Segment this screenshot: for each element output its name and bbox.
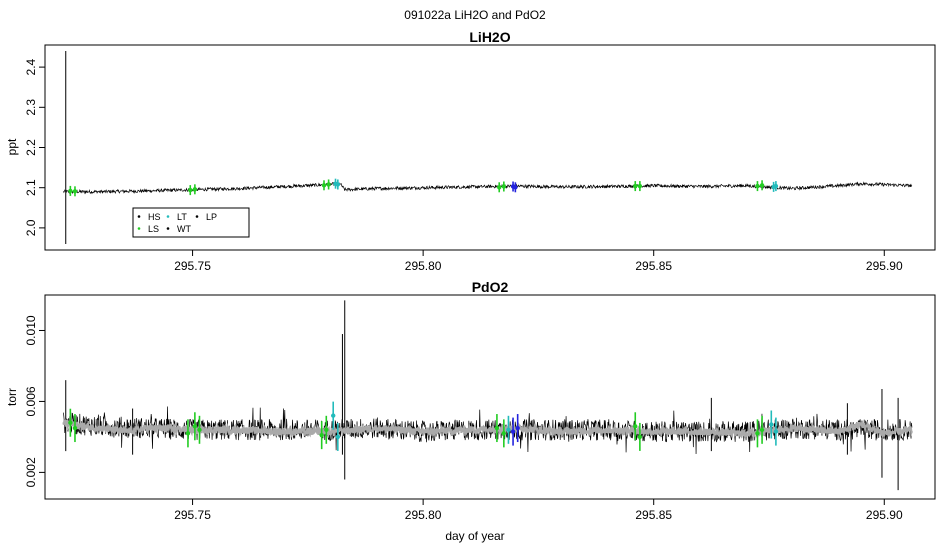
- marker-point-ls: [326, 182, 331, 187]
- legend-swatch-ls: [137, 227, 141, 230]
- legend-label-hs: HS: [148, 212, 161, 222]
- marker-point-lt: [335, 182, 341, 187]
- pdo2-plot-frame: [44, 294, 936, 500]
- marker-point-ls: [68, 188, 73, 194]
- pdo2-panel: PdO2 295.75 295.80 295.85 295.90 0.002 0.006…: [5, 279, 936, 522]
- pdo2-y-axis-label: torr: [5, 388, 19, 406]
- pdo2-panel-title: PdO2: [472, 279, 509, 295]
- legend-label-lt: LT: [177, 212, 187, 222]
- marker-point-lp: [510, 429, 516, 434]
- marker-point-lt: [769, 422, 774, 427]
- legend-box: [132, 207, 250, 238]
- y-tick-label: 2.0: [24, 219, 38, 236]
- legend-swatch-wt: [166, 227, 170, 230]
- marker-point-ls: [197, 427, 202, 433]
- y-tick-label: 0.002: [24, 457, 38, 487]
- x-tick-label: 295.85: [635, 259, 672, 273]
- x-tick-label: 295.75: [174, 508, 211, 522]
- legend-swatch-lp: [195, 215, 199, 218]
- marker-point-ls: [321, 183, 327, 188]
- marker-point-lt: [506, 427, 511, 433]
- marker-point-ls: [185, 431, 191, 436]
- marker-point-ls: [188, 187, 193, 193]
- marker-point-ls: [633, 183, 638, 189]
- lih2o-panel: LiH2O 295.75 295.80 295.85 295.90 2.0 2.1 2.2…: [5, 29, 936, 273]
- marker-point-ls: [192, 187, 198, 192]
- marker-point-ls: [501, 431, 507, 436]
- marker-point-ls: [72, 425, 78, 431]
- lih2o-legend: HS LS LT WT LP: [132, 207, 250, 238]
- y-tick-label: 2.1: [24, 179, 38, 196]
- marker-point-ls: [637, 434, 643, 440]
- marker-point-lt: [773, 429, 779, 434]
- legend-swatch-hs: [137, 215, 141, 218]
- x-tick-label: 295.80: [405, 259, 442, 273]
- marker-point-ls: [319, 432, 324, 438]
- y-tick-label: 0.010: [24, 315, 38, 345]
- x-tick-label: 295.90: [866, 508, 903, 522]
- x-axis-label: day of year: [445, 529, 504, 543]
- y-tick-label: 2.2: [24, 139, 38, 156]
- y-tick-label: 2.3: [24, 99, 38, 116]
- legend-label-wt: WT: [177, 224, 191, 234]
- figure-title: 091022a LiH2O and PdO2: [404, 8, 546, 22]
- lih2o-y-axis-label: ppt: [5, 138, 19, 155]
- marker-point-ls: [501, 184, 507, 189]
- marker-point-ls: [755, 183, 760, 189]
- marker-point-ls: [755, 431, 760, 436]
- x-tick-label: 295.85: [635, 508, 672, 522]
- marker-point-ls: [494, 425, 500, 431]
- lih2o-panel-title: LiH2O: [469, 29, 510, 45]
- marker-point-lt: [335, 434, 341, 440]
- x-tick-label: 295.90: [866, 259, 903, 273]
- marker-point-ls: [637, 183, 643, 189]
- marker-point-lp: [513, 185, 518, 190]
- marker-point-ls: [633, 424, 638, 429]
- x-tick-label: 295.75: [174, 259, 211, 273]
- y-tick-label: 2.4: [24, 58, 38, 75]
- marker-point-ls: [497, 185, 502, 190]
- x-tick-label: 295.80: [405, 508, 442, 522]
- marker-point-ls: [192, 424, 198, 429]
- marker-point-ls: [759, 183, 765, 188]
- legend-label-ls: LS: [148, 224, 159, 234]
- marker-point-ls: [68, 420, 73, 425]
- marker-point-lt: [773, 183, 779, 189]
- marker-point-lt: [331, 413, 336, 418]
- legend-swatch-lt: [166, 215, 170, 218]
- marker-point-ls: [759, 427, 765, 433]
- marker-point-ls: [324, 427, 329, 433]
- series-line: [63, 181, 913, 195]
- marker-point-lp: [515, 425, 520, 431]
- y-tick-label: 0.006: [24, 386, 38, 416]
- marker-point-ls: [72, 189, 78, 194]
- legend-label-lp: LP: [206, 212, 217, 222]
